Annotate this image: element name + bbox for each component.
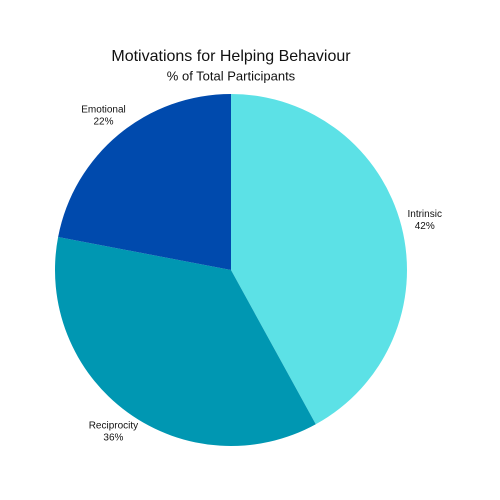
pie-slice xyxy=(58,94,231,270)
slice-value: 22% xyxy=(94,117,114,128)
slice-value: 42% xyxy=(415,221,435,232)
slice-label: Emotional xyxy=(81,105,125,116)
slice-value: 36% xyxy=(103,432,123,443)
pie-slice xyxy=(54,237,316,447)
chart-title: Motivations for Helping Behaviour xyxy=(111,48,351,65)
pie-slice xyxy=(231,94,408,425)
chart-subtitle: % of Total Participants xyxy=(167,68,296,83)
slice-label: Intrinsic xyxy=(407,209,441,220)
slice-label: Reciprocity xyxy=(89,420,138,431)
